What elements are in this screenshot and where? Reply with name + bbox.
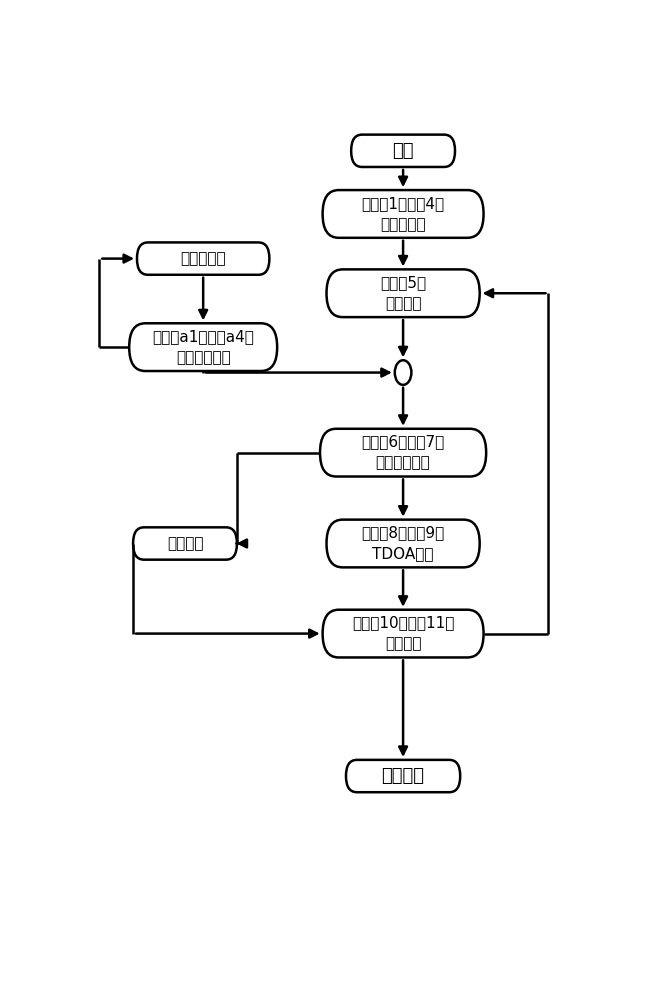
Text: 步骤（a1）～（a4）
光子测量处理: 步骤（a1）～（a4） 光子测量处理 [152,329,254,365]
FancyBboxPatch shape [351,135,455,167]
FancyBboxPatch shape [320,429,486,477]
Text: 步骤（5）
状态预测: 步骤（5） 状态预测 [380,275,426,311]
FancyBboxPatch shape [129,323,277,371]
Text: 步骤（8）～（9）
TDOA求解: 步骤（8）～（9） TDOA求解 [361,526,445,562]
Circle shape [395,360,411,385]
FancyBboxPatch shape [323,190,484,238]
Text: 步骤（1）～（4）
参数初始化: 步骤（1）～（4） 参数初始化 [362,196,445,232]
FancyBboxPatch shape [133,527,237,560]
FancyBboxPatch shape [346,760,460,792]
FancyBboxPatch shape [137,242,269,275]
Text: 开始: 开始 [393,142,414,160]
Text: 步骤（6）～（7）
脉冲轮廓累积: 步骤（6）～（7） 脉冲轮廓累积 [361,435,445,471]
FancyBboxPatch shape [326,269,480,317]
Text: 新到达光子: 新到达光子 [180,251,226,266]
FancyBboxPatch shape [323,610,484,657]
Text: 窗口移动: 窗口移动 [167,536,203,551]
FancyBboxPatch shape [326,520,480,567]
Text: 步骤（10）～（11）
滤波估计: 步骤（10）～（11） 滤波估计 [352,616,454,652]
Text: 导航输出: 导航输出 [382,767,425,785]
